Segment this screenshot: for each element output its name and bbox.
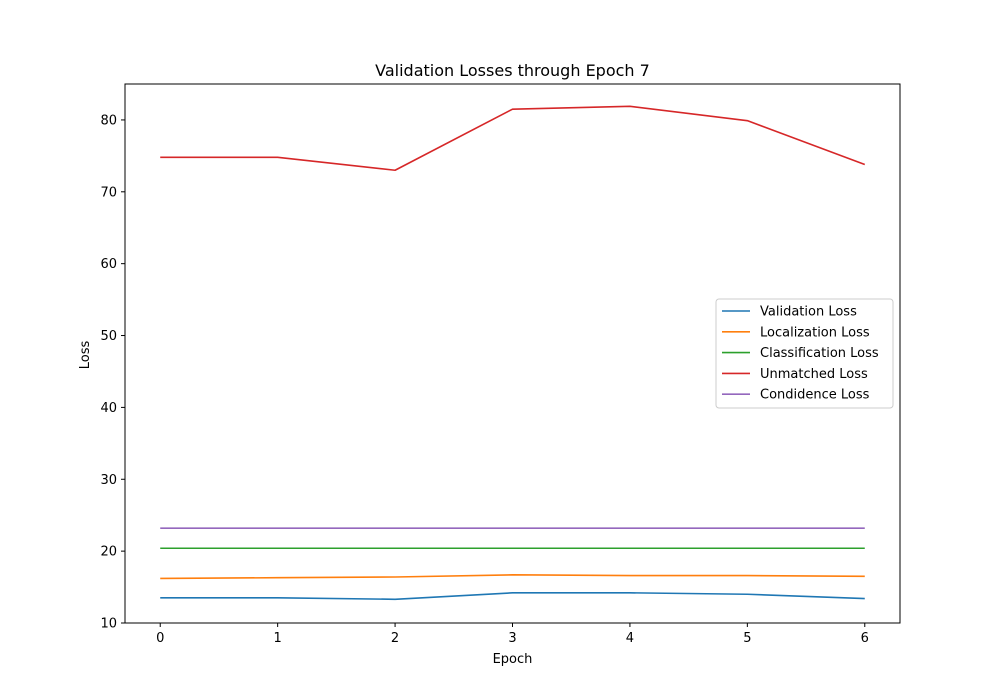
plot-area (160, 105, 866, 601)
legend-box (715, 298, 894, 409)
legend-label-localization-loss: Localization Loss (760, 325, 870, 340)
x-tick-label: 2 (391, 631, 399, 646)
x-tick-label: 1 (274, 631, 282, 646)
series-line-localization-loss (160, 574, 865, 580)
legend-label-validation-loss: Validation Loss (760, 305, 857, 320)
x-tick-label: 4 (626, 631, 634, 646)
series-line-unmatched-loss (160, 105, 866, 172)
x-tick-label: 5 (743, 631, 751, 646)
y-tick-label: 70 (100, 185, 117, 200)
y-tick-label: 10 (100, 617, 117, 632)
legend-label-unmatched-loss: Unmatched Loss (760, 367, 868, 382)
y-tick-label: 50 (100, 329, 117, 344)
legend-label-classification-loss: Classification Loss (760, 346, 879, 361)
y-tick-label: 20 (100, 545, 117, 560)
chart-title: Validation Losses through Epoch 7 (375, 61, 650, 80)
legend-label-condidence-loss: Condidence Loss (760, 388, 870, 403)
y-tick-label: 30 (100, 473, 117, 488)
x-axis-label: Epoch (493, 652, 533, 667)
y-tick-label: 40 (100, 401, 117, 416)
x-axis: 0 1 2 3 4 5 6 (156, 623, 869, 646)
y-axis: 10 20 30 40 50 60 70 80 (100, 113, 125, 632)
x-tick-label: 6 (861, 631, 869, 646)
y-tick-label: 60 (100, 257, 117, 272)
series-line-validation-loss (160, 592, 865, 601)
y-axis-label: Loss (78, 341, 93, 370)
x-tick-label: 0 (156, 631, 164, 646)
x-tick-label: 3 (508, 631, 516, 646)
y-tick-label: 80 (100, 113, 117, 128)
legend: Validation Loss Localization Loss Classifi… (715, 298, 894, 409)
